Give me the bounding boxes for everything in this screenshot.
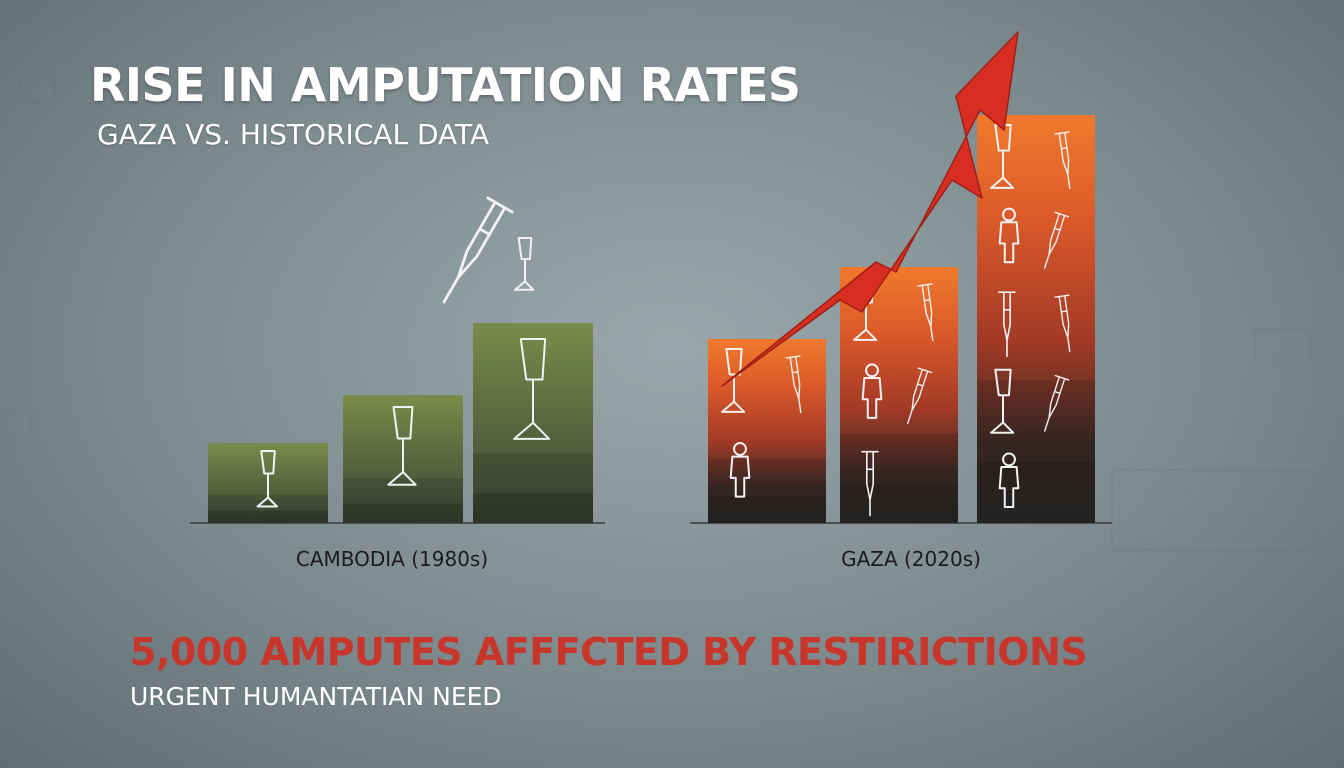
prosthetic-leg-icon-gaza-1-1 xyxy=(721,348,746,413)
crutch-icon-gaza-1-1b xyxy=(785,355,802,414)
crutch-icon-gaza-3-2b xyxy=(1043,211,1070,269)
svg-text:·· ····· ·· ······: ·· ····· ·· ······ xyxy=(1120,485,1239,498)
crutch-icon-gaza-3-3 xyxy=(998,291,1016,358)
bar-cambodia-3 xyxy=(473,323,593,523)
chart-title: RISE IN AMPUTATION RATES xyxy=(90,58,801,112)
svg-text:········ ······ ······: ········ ······ ······ xyxy=(1120,510,1266,523)
bar-gaza-2 xyxy=(840,267,958,523)
background-decoration: ·· ····· ·· ······ ········ ······ ·····… xyxy=(0,74,1313,551)
prosthetic-leg-icon-gaza-3-1 xyxy=(990,124,1015,189)
svg-text:······· ·· ····· ·····: ······· ·· ····· ····· xyxy=(1120,535,1266,548)
child-figure-icon-gaza-3-5 xyxy=(998,452,1020,508)
prosthetic-leg-icon-gaza-3-4 xyxy=(990,368,1015,434)
group-label-gaza: GAZA (2020s) xyxy=(841,547,981,571)
crutch-icon-gaza-2-2b xyxy=(906,367,933,425)
child-figure-icon-gaza-1-2 xyxy=(729,442,751,498)
prosthetic-leg-icon-cambodia-top xyxy=(514,237,535,291)
crutch-icon-gaza-3-3b xyxy=(1054,294,1071,353)
crutch-icon-cambodia-top xyxy=(442,196,514,304)
headline: 5,000 AMPUTES AFFFCTED BY RESTIRICTIONS xyxy=(130,630,1088,674)
prosthetic-leg-icon-cambodia-3 xyxy=(513,338,551,440)
crutch-icon-gaza-3-4b xyxy=(1043,374,1070,432)
bar-gaza-3 xyxy=(977,115,1095,523)
child-figure-icon-gaza-2-2 xyxy=(861,363,883,419)
prosthetic-leg-icon-cambodia-2 xyxy=(387,406,417,486)
crutch-icon-gaza-3-1b xyxy=(1054,131,1071,190)
svg-text:·········: ········· xyxy=(0,210,60,223)
prosthetic-leg-icon-cambodia-1 xyxy=(256,450,278,508)
bar-gaza-1 xyxy=(708,339,826,523)
group-label-cambodia: CAMBODIA (1980s) xyxy=(296,547,488,571)
crutch-icon-gaza-2-3 xyxy=(861,450,879,517)
chart-subtitle: GAZA VS. HISTORICAL DATA xyxy=(97,118,490,151)
crutch-icon-gaza-2-1b xyxy=(917,283,934,342)
subheadline: URGENT HUMANTATIAN NEED xyxy=(130,682,502,711)
rising-arrow-icon xyxy=(721,31,1019,387)
child-figure-icon-gaza-3-2 xyxy=(998,207,1020,264)
